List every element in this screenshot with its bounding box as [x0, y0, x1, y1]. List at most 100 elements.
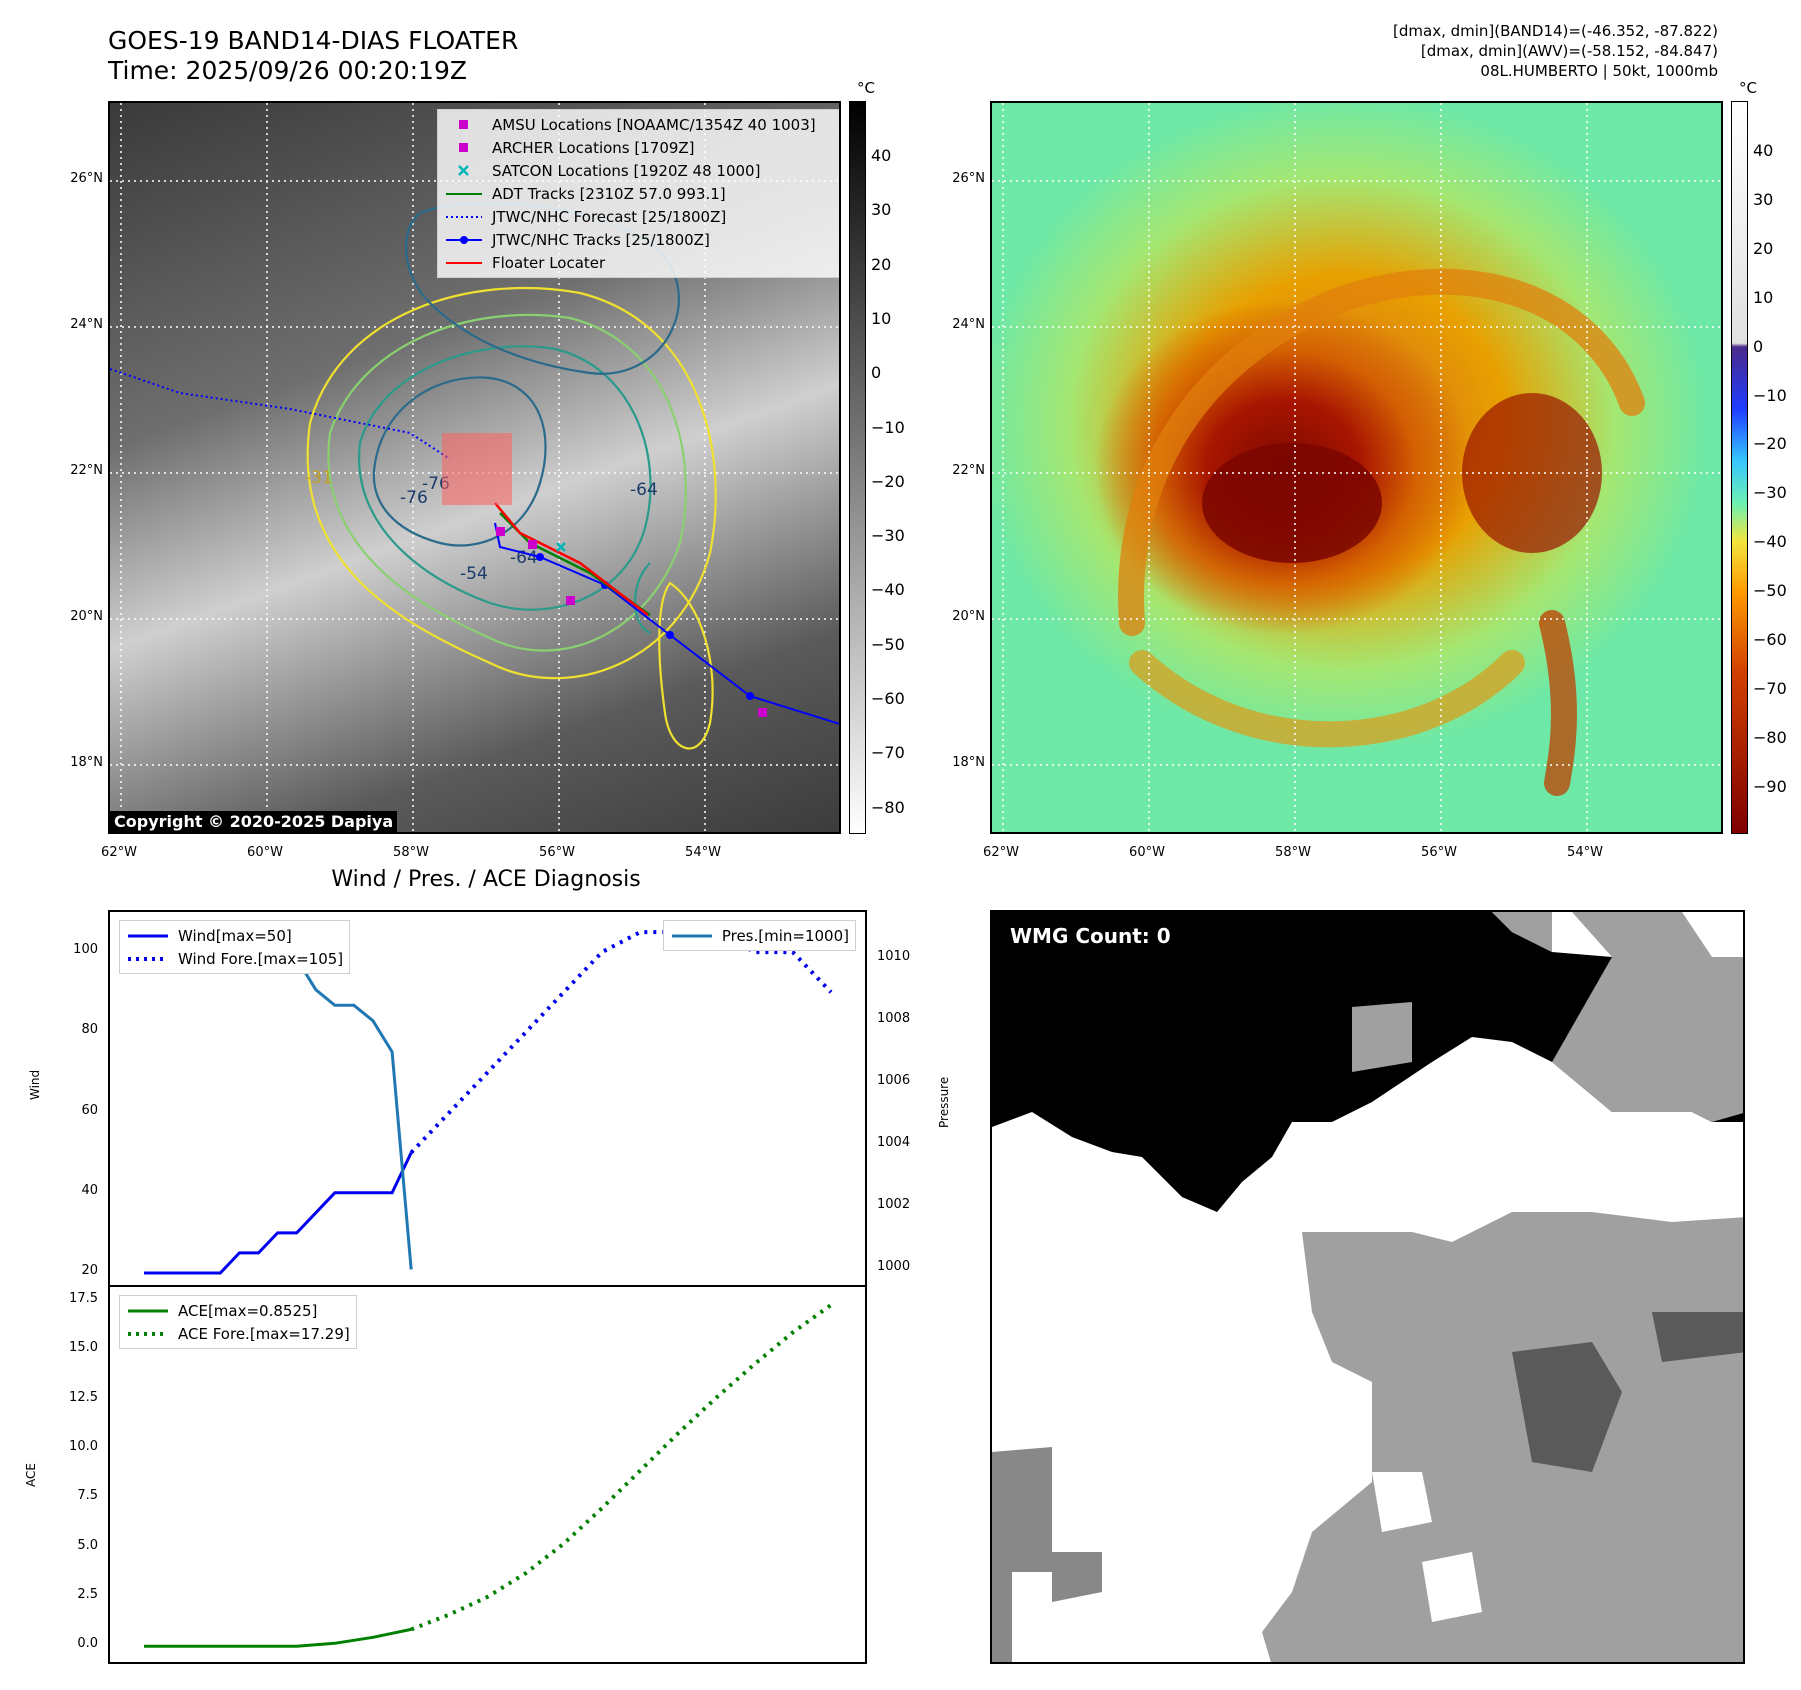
lon-label: 62°W — [101, 845, 137, 860]
colorbar-tick-label: 40 — [1753, 141, 1774, 160]
legend-label: ADT Tracks [2310Z 57.0 993.1] — [492, 184, 726, 203]
legend-label: ACE[max=0.8525] — [178, 1301, 318, 1320]
y-right-tick-label: 1006 — [877, 1072, 911, 1088]
y-tick-label: 10.0 — [69, 1438, 98, 1454]
y-tick-label: 100 — [73, 942, 98, 958]
awv-image-panel — [990, 101, 1723, 834]
legend-item-satcon: SATCON Locations [1920Z 48 1000] — [444, 159, 839, 182]
wmg-image — [992, 912, 1743, 1662]
lat-label: 22°N — [952, 463, 985, 478]
wmg-panel: WMG Count: 0 — [990, 910, 1745, 1664]
colorbar-tick-label: −80 — [871, 797, 905, 817]
contour-label: -76 — [400, 488, 428, 508]
legend-label: Wind Fore.[max=105] — [178, 949, 344, 968]
y-right-tick-label: 1004 — [877, 1135, 911, 1151]
lat-label: 20°N — [70, 609, 103, 624]
storm-info: 08L.HUMBERTO | 50kt, 1000mb — [1480, 62, 1718, 80]
lat-label: 26°N — [952, 171, 985, 186]
legend-item-floater: Floater Locater — [444, 251, 839, 274]
colorbar-tick-label: −70 — [871, 743, 905, 763]
legend-label: JTWC/NHC Forecast [25/1800Z] — [492, 207, 727, 226]
legend-item-pressure: Pres.[min=1000] — [670, 924, 849, 947]
figure-time: Time: 2025/09/26 00:20:19Z — [108, 56, 467, 85]
legend-item-adt: ADT Tracks [2310Z 57.0 993.1] — [444, 182, 839, 205]
colorbar-tick-label: 10 — [871, 308, 892, 328]
diagnosis-title: Wind / Pres. / ACE Diagnosis — [331, 867, 641, 892]
colorbar-tick-label: −30 — [1753, 483, 1787, 503]
lon-label: 58°W — [1275, 845, 1311, 860]
wind-axis-label: Wind — [28, 1069, 42, 1100]
colorbar-tick-label: −40 — [1753, 532, 1787, 552]
jtwc-track-line — [494, 522, 839, 725]
colorbar-tick-label: 10 — [1753, 287, 1774, 307]
legend-label: Pres.[min=1000] — [721, 926, 849, 945]
lon-label: 54°W — [685, 845, 721, 860]
colorbar-tick-label: −60 — [871, 689, 905, 708]
y-tick-label: 2.5 — [77, 1586, 98, 1602]
jtwc-forecast-line — [110, 368, 451, 460]
legend-item-ace: ACE[max=0.8525] — [126, 1299, 350, 1322]
lat-label: 22°N — [70, 463, 103, 478]
jtwc-track-points — [536, 553, 754, 700]
contour-label: -31 — [305, 468, 333, 488]
legend-label: JTWC/NHC Tracks [25/1800Z] — [492, 230, 710, 249]
colorbar-tick-label: −50 — [871, 634, 905, 654]
lon-label: 56°W — [539, 845, 575, 860]
ir-legend: AMSU Locations [NOAAMC/1354Z 40 1003] AR… — [437, 109, 839, 278]
series-line — [144, 1627, 412, 1648]
y-tick-label: 20 — [81, 1262, 98, 1278]
lat-label: 18°N — [952, 755, 985, 770]
lat-label: 24°N — [70, 317, 103, 332]
y-tick-label: 80 — [81, 1022, 98, 1038]
legend-item-ace-forecast: ACE Fore.[max=17.29] — [126, 1322, 350, 1345]
legend-item-amsu: AMSU Locations [NOAAMC/1354Z 40 1003] — [444, 113, 839, 136]
colorbar-tick-label: −10 — [1753, 385, 1787, 405]
legend-label: SATCON Locations [1920Z 48 1000] — [492, 161, 761, 180]
colorbar-tick-label: 30 — [871, 200, 892, 220]
series-line — [144, 926, 413, 1270]
copyright-label: Copyright © 2020-2025 Dapiya — [110, 811, 398, 832]
awv-range: [dmax, dmin](AWV)=(-58.152, -84.847) — [1420, 42, 1718, 60]
colorbar-tick-label: −70 — [1753, 678, 1787, 698]
lon-label: 60°W — [247, 845, 283, 860]
ir-colorbar — [849, 101, 866, 834]
legend-item-wind: Wind[max=50] — [126, 924, 343, 947]
colorbar-tick-label: 0 — [1753, 336, 1764, 356]
lat-label: 18°N — [70, 755, 103, 770]
ir-image-panel: -76 -76 -64 -64 -54 -31 AMSU Locations [… — [108, 101, 841, 834]
y-tick-label: 17.5 — [69, 1290, 98, 1306]
legend-item-forecast: JTWC/NHC Forecast [25/1800Z] — [444, 205, 839, 228]
pressure-legend: Pres.[min=1000] — [662, 920, 856, 951]
y-tick-label: 60 — [81, 1102, 98, 1118]
ir-contours — [306, 201, 717, 750]
wmg-count-label: WMG Count: 0 — [1010, 924, 1171, 948]
amsu-archer-markers — [496, 527, 767, 717]
awv-colorbar — [1731, 101, 1748, 834]
lon-label: 60°W — [1129, 845, 1165, 860]
y-tick-label: 40 — [81, 1182, 98, 1198]
legend-label: AMSU Locations [NOAAMC/1354Z 40 1003] — [492, 115, 816, 134]
contour-label: -64 — [510, 548, 538, 568]
ace-legend: ACE[max=0.8525] ACE Fore.[max=17.29] — [119, 1295, 357, 1349]
colorbar-tick-label: 30 — [1753, 189, 1774, 209]
y-right-tick-label: 1000 — [877, 1259, 911, 1275]
ir-colorbar-unit: °C — [857, 79, 875, 97]
floater-locater-line — [494, 502, 649, 616]
contour-label: -54 — [460, 564, 488, 584]
lat-label: 24°N — [952, 317, 985, 332]
awv-overlay — [992, 103, 1721, 832]
legend-label: ACE Fore.[max=17.29] — [178, 1324, 350, 1343]
lat-label: 20°N — [952, 609, 985, 624]
lon-label: 54°W — [1567, 845, 1603, 860]
y-tick-label: 12.5 — [69, 1389, 98, 1405]
ir-overlay: -76 -76 -64 -64 -54 -31 — [110, 103, 839, 832]
y-right-tick-label: 1010 — [877, 948, 911, 964]
series-line — [409, 930, 833, 1154]
y-tick-label: 0.0 — [77, 1636, 98, 1652]
colorbar-tick-label: −10 — [871, 417, 905, 437]
satcon-marker — [556, 542, 566, 552]
legend-label: Wind[max=50] — [178, 926, 292, 945]
series-line — [144, 1151, 413, 1275]
wind-pressure-chart: Wind[max=50] Wind Fore.[max=105] Pres.[m… — [108, 910, 867, 1287]
legend-item-tracks: JTWC/NHC Tracks [25/1800Z] — [444, 228, 839, 251]
